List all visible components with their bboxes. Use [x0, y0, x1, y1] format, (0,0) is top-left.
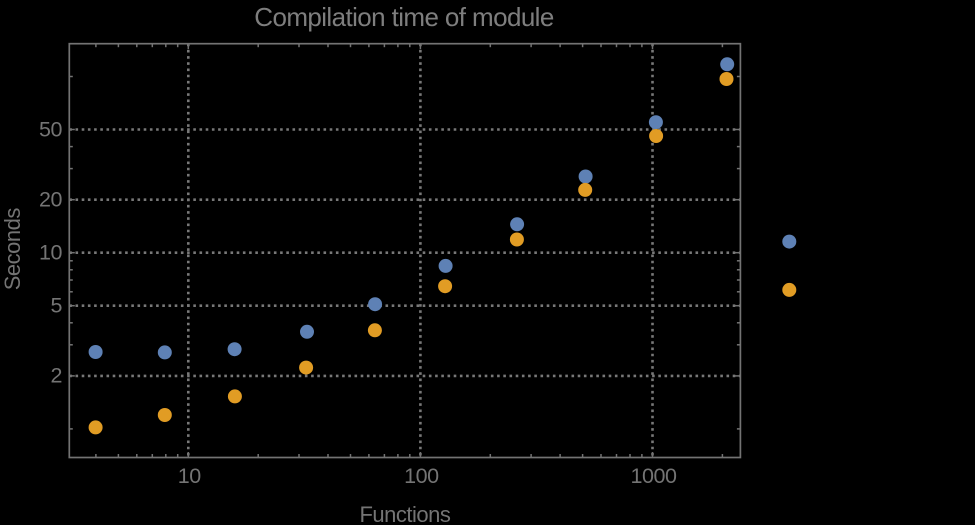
svg-text:100: 100	[404, 464, 439, 488]
svg-text:20: 20	[39, 188, 63, 212]
svg-text:10: 10	[39, 241, 63, 265]
svg-text:Functions: Functions	[359, 502, 450, 525]
svg-text:Seconds: Seconds	[0, 208, 25, 291]
svg-text:Compilation time of module: Compilation time of module	[254, 2, 554, 32]
svg-text:10: 10	[178, 464, 202, 488]
svg-text:1000: 1000	[630, 464, 677, 488]
svg-text:5: 5	[50, 294, 62, 318]
svg-text:50: 50	[39, 117, 63, 141]
svg-text:2: 2	[50, 364, 62, 388]
